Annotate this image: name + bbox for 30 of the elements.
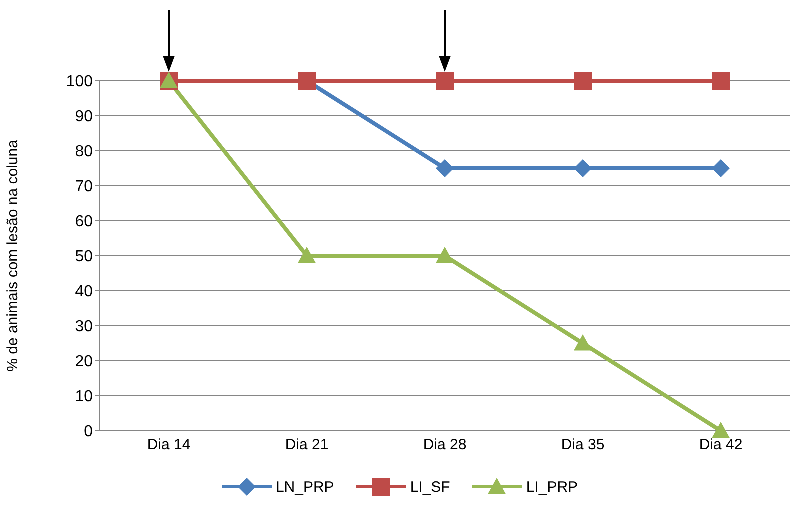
point [298, 247, 316, 264]
x-tick-label: Dia 28 [423, 436, 467, 454]
point [574, 160, 592, 178]
point [712, 160, 730, 178]
point [436, 247, 454, 264]
x-tick-label: Dia 21 [285, 436, 329, 454]
x-tick-label: Dia 35 [561, 436, 605, 454]
y-tick-label: 0 [84, 424, 94, 441]
point [712, 72, 730, 90]
y-tick-label: 50 [75, 248, 94, 266]
point [436, 160, 454, 178]
point [574, 334, 592, 351]
legend-label: LN_PRP [276, 478, 334, 496]
y-tick-label: 30 [75, 318, 94, 336]
y-tick-label: 40 [75, 284, 94, 301]
y-tick-label: 20 [75, 354, 94, 371]
point [436, 72, 454, 90]
y-tick-label: 60 [75, 214, 94, 231]
y-tick-label: 80 [75, 144, 94, 161]
y-tick-label: 10 [75, 388, 94, 406]
legend-label: LI_PRP [526, 478, 578, 496]
point [574, 72, 592, 90]
legend-label: LI_SF [410, 478, 450, 496]
x-tick-label: Dia 42 [699, 436, 743, 454]
y-axis-title: % de animais com lesão na coluna [4, 139, 22, 372]
y-tick-label: 70 [75, 178, 94, 196]
y-tick-label: 90 [75, 108, 94, 126]
x-tick-label: Dia 14 [147, 436, 191, 454]
point [712, 422, 730, 438]
y-tick-label: 100 [66, 74, 94, 91]
